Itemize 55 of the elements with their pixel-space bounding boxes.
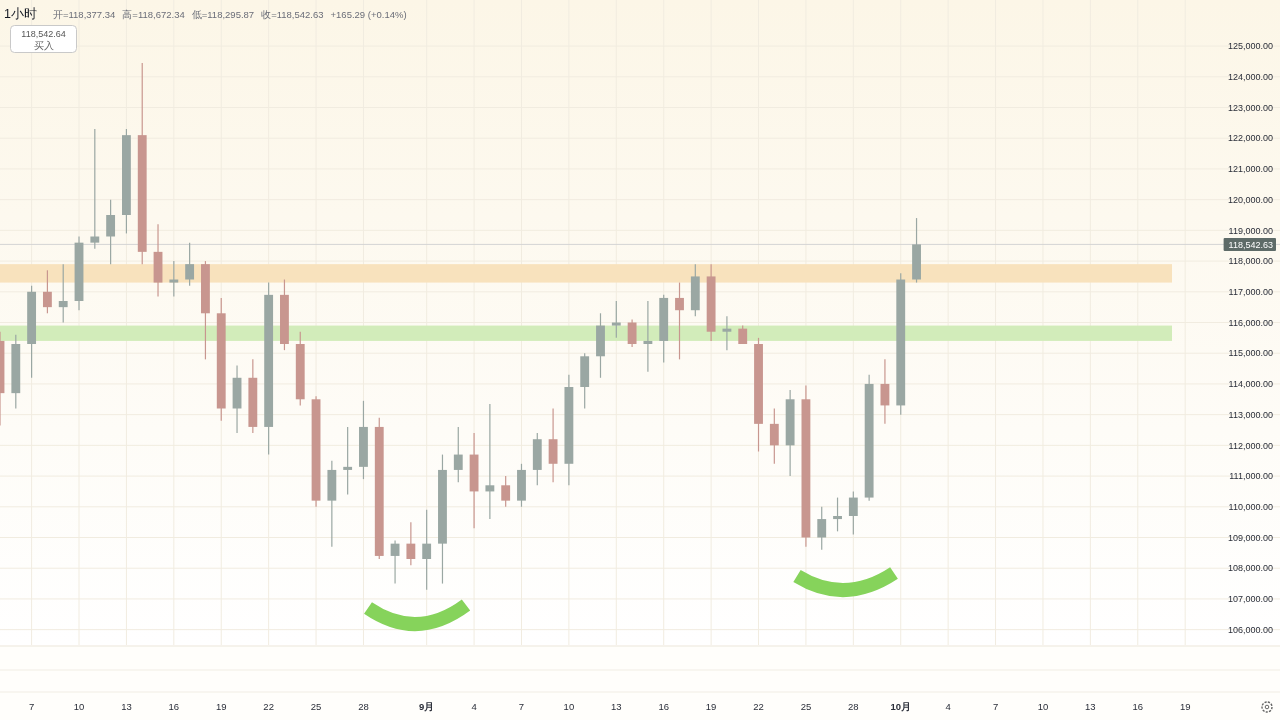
x-tick-label: 13 <box>611 701 622 712</box>
x-tick-label: 7 <box>992 701 999 712</box>
x-tick-label: 7 <box>518 701 525 712</box>
y-tick-label: 116,000.00 <box>1228 317 1273 328</box>
y-tick-label: 122,000.00 <box>1227 133 1273 144</box>
x-tick-label: 7 <box>28 701 35 712</box>
x-tick-label: 25 <box>310 701 322 712</box>
x-tick-label: 19 <box>215 701 227 712</box>
x-tick-label: 10 <box>73 701 85 712</box>
y-tick-label: 113,000.00 <box>1228 409 1273 420</box>
y-tick-label: 111,000.00 <box>1229 471 1273 482</box>
x-tick-label: 10 <box>563 701 575 712</box>
x-tick-label: 28 <box>848 701 859 712</box>
y-tick-label: 107,000.00 <box>1227 594 1273 605</box>
annotation: 收=118,542.63 <box>261 8 324 20</box>
x-tick-label: 19 <box>1179 701 1191 712</box>
y-tick-label: 119,000.00 <box>1228 225 1273 236</box>
y-tick-label: 120,000.00 <box>1227 194 1273 205</box>
x-tick-label: 22 <box>263 701 274 712</box>
text: 1小时 <box>4 7 37 21</box>
x-tick-label: 19 <box>705 701 717 712</box>
buy-button: 118,542.64 买入 <box>10 25 77 53</box>
y-tick-label: 118,000.00 <box>1228 256 1273 267</box>
x-tick-label: 4 <box>945 701 951 712</box>
annotation: 买入 <box>33 39 54 51</box>
x-tick-label: 28 <box>358 701 369 712</box>
x-tick-label: 16 <box>168 701 180 712</box>
y-tick-label: 125,000.00 <box>1227 41 1273 52</box>
ref-line-label: 118,542.63 <box>1228 239 1273 250</box>
y-tick-label: 109,000.00 <box>1227 532 1273 543</box>
annotation: 高=118,672.34 <box>122 8 185 20</box>
y-tick-label: 117,000.00 <box>1228 286 1273 297</box>
x-tick-label: 13 <box>121 701 132 712</box>
x-tick-label: 25 <box>800 701 812 712</box>
y-tick-label: 114,000.00 <box>1228 379 1273 390</box>
x-tick-label: 4 <box>471 701 477 712</box>
annotation: 开=118,377.34 <box>52 8 116 20</box>
x-tick-label: 10 <box>1037 701 1049 712</box>
y-tick-label: 115,000.00 <box>1228 348 1273 359</box>
x-tick-label: 16 <box>658 701 669 712</box>
y-tick-label: 108,000.00 <box>1227 563 1273 574</box>
y-tick-label: 110,000.00 <box>1228 501 1273 512</box>
y-tick-label: 123,000.00 <box>1227 102 1273 113</box>
annotation: 低=118,295.87 <box>191 8 255 20</box>
x-tick-label: 16 <box>1132 701 1144 712</box>
x-tick-label: 22 <box>753 701 764 712</box>
annotation: 118,542.64 <box>21 28 66 39</box>
y-tick-label: 106,000.00 <box>1227 624 1273 635</box>
x-tick-label: 13 <box>1085 701 1096 712</box>
y-tick-label: 121,000.00 <box>1227 164 1273 175</box>
y-tick-label: 112,000.00 <box>1228 440 1273 451</box>
x-tick-label: 10月 <box>890 701 912 712</box>
x-tick-label: 9月 <box>419 701 435 712</box>
annotation: +165.29 (+0.14%) <box>330 8 407 20</box>
y-tick-label: 124,000.00 <box>1227 71 1273 82</box>
